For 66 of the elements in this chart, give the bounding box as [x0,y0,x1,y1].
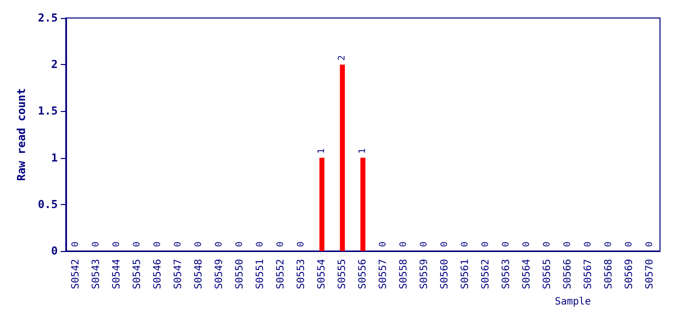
data-label: 0 [562,242,573,247]
x-tick-label: S0552 [275,258,286,290]
y-tick-label: 0.5 [38,198,58,211]
data-label: 0 [522,242,532,247]
data-label: 0 [644,242,655,247]
x-tick-label: S0548 [193,258,204,290]
x-tick-label: S0562 [480,258,492,290]
data-label: 0 [152,242,163,247]
data-label: 0 [378,242,388,247]
data-label: 0 [440,242,450,247]
x-tick-label: S0542 [70,258,82,290]
x-tick-label: S0550 [234,258,246,290]
x-tick-label: S0543 [91,258,102,290]
x-tick-label: S0561 [460,258,471,290]
data-label: 0 [296,242,306,247]
data-label: 1 [358,148,368,154]
x-tick-label: S0569 [624,258,635,290]
data-label: 0 [583,242,594,247]
data-label: 0 [92,242,102,247]
x-tick-label: S0556 [357,258,368,290]
y-axis-title: Raw read count [15,88,28,181]
x-tick-label: S0553 [296,258,307,290]
y-tick-label: 2 [51,58,58,72]
x-tick-label: S0564 [521,258,532,290]
data-label: 0 [112,242,122,247]
data-label: 0 [624,242,634,247]
x-tick-label: S0551 [254,258,266,290]
data-label: 0 [132,242,142,247]
data-label: 0 [542,242,552,247]
x-tick-label: S0555 [336,258,348,290]
x-tick-label: S0554 [316,258,328,290]
x-tick-label: S0544 [111,258,122,290]
x-tick-label: S0547 [172,258,184,290]
data-label: 0 [255,242,266,247]
x-tick-label: S0566 [562,258,574,290]
x-tick-label: S0560 [439,258,450,290]
data-label: 0 [501,242,512,247]
data-label: 0 [398,242,409,247]
x-tick-label: S0546 [152,258,164,290]
data-label: 0 [276,242,286,247]
data-label: 0 [173,242,184,247]
data-label: 1 [316,148,327,154]
y-tick-label: 1.5 [38,104,58,118]
x-tick-label: S0565 [542,258,553,290]
x-tick-label: S0558 [398,258,410,290]
x-tick-label: S0567 [582,258,594,290]
data-label: 0 [234,242,245,247]
data-label: 0 [71,242,82,247]
x-axis-title: Sample [554,296,591,308]
x-tick-label: S0549 [214,258,225,290]
x-tick-label: S0557 [378,258,389,290]
data-label: 2 [337,55,348,61]
y-tick-label: 0 [51,244,58,258]
y-tick-label: 2.5 [38,12,58,24]
x-tick-label: S0568 [603,258,614,290]
x-tick-label: S0570 [644,258,656,290]
data-label: 0 [604,242,614,247]
data-label: 0 [214,242,224,247]
x-tick-label: S0545 [132,258,143,290]
data-label: 0 [480,242,491,247]
data-label: 0 [194,242,204,247]
data-label: 0 [460,242,470,247]
data-label: 0 [419,242,430,247]
x-tick-label: S0559 [418,258,430,290]
y-tick-label: 1 [51,151,58,164]
x-tick-label: S0563 [500,258,512,290]
